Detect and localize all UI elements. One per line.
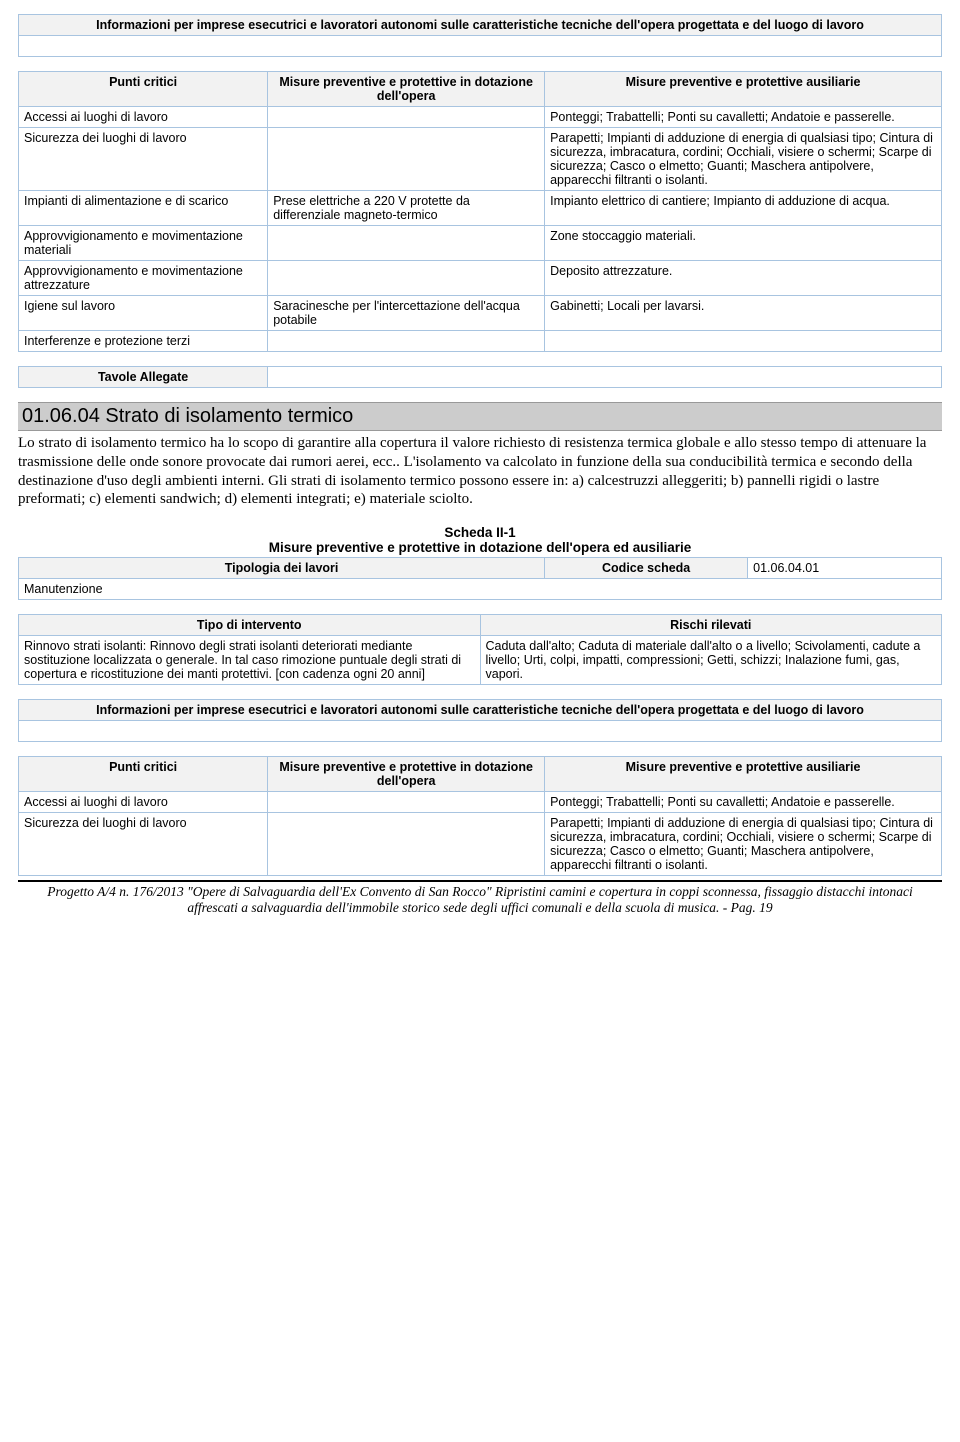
table-cell: Impianto elettrico di cantiere; Impianto…	[545, 191, 942, 226]
info-header-table-1: Informazioni per imprese esecutrici e la…	[18, 14, 942, 57]
intervento-table: Tipo di intervento Rischi rilevati Rinno…	[18, 614, 942, 685]
intervento-h1: Tipo di intervento	[19, 615, 481, 636]
punti2-h1: Punti critici	[19, 757, 268, 792]
info-header-text-2: Informazioni per imprese esecutrici e la…	[19, 700, 942, 721]
tavole-allegate-table: Tavole Allegate	[18, 366, 942, 388]
table-cell: Ponteggi; Trabattelli; Ponti su cavallet…	[545, 792, 942, 813]
table-cell: Ponteggi; Trabattelli; Ponti su cavallet…	[545, 107, 942, 128]
table-cell: Parapetti; Impianti di adduzione di ener…	[545, 813, 942, 876]
punti-critici-table-2: Punti critici Misure preventive e protet…	[18, 756, 942, 876]
punti-critici-table-1: Punti critici Misure preventive e protet…	[18, 71, 942, 352]
scheda-subtitle: Misure preventive e protettive in dotazi…	[18, 540, 942, 555]
scheda-table: Tipologia dei lavori Codice scheda 01.06…	[18, 557, 942, 600]
codice-value: 01.06.04.01	[748, 558, 942, 579]
table-cell	[268, 331, 545, 352]
punti-h1: Punti critici	[19, 72, 268, 107]
section-title: 01.06.04 Strato di isolamento termico	[18, 402, 942, 431]
table-cell	[268, 813, 545, 876]
table-cell: Deposito attrezzature.	[545, 261, 942, 296]
table-cell: Gabinetti; Locali per lavarsi.	[545, 296, 942, 331]
info-header-table-2: Informazioni per imprese esecutrici e la…	[18, 699, 942, 742]
table-cell	[268, 792, 545, 813]
table-cell	[268, 107, 545, 128]
table-cell: Impianti di alimentazione e di scarico	[19, 191, 268, 226]
tavole-value	[268, 367, 942, 388]
tipologia-header: Tipologia dei lavori	[19, 558, 545, 579]
table-cell: Accessi ai luoghi di lavoro	[19, 792, 268, 813]
section-body: Lo strato di isolamento termico ha lo sc…	[18, 434, 942, 509]
intervento-c1: Rinnovo strati isolanti: Rinnovo degli s…	[19, 636, 481, 685]
info-header-text: Informazioni per imprese esecutrici e la…	[19, 15, 942, 36]
info-header-empty-2	[19, 721, 942, 742]
page-footer: Progetto A/4 n. 176/2013 "Opere di Salva…	[18, 880, 942, 926]
tipologia-value: Manutenzione	[19, 579, 942, 600]
table-cell: Sicurezza dei luoghi di lavoro	[19, 128, 268, 191]
intervento-c2: Caduta dall'alto; Caduta di materiale da…	[480, 636, 942, 685]
table-cell: Approvvigionamento e movimentazione attr…	[19, 261, 268, 296]
punti-h2: Misure preventive e protettive in dotazi…	[268, 72, 545, 107]
table-cell	[268, 226, 545, 261]
table-cell	[545, 331, 942, 352]
info-header-empty	[19, 36, 942, 57]
table-cell: Zone stoccaggio materiali.	[545, 226, 942, 261]
table-cell: Saracinesche per l'intercettazione dell'…	[268, 296, 545, 331]
punti2-h2: Misure preventive e protettive in dotazi…	[268, 757, 545, 792]
table-cell	[268, 128, 545, 191]
tavole-label: Tavole Allegate	[19, 367, 268, 388]
scheda-title: Scheda II-1	[18, 525, 942, 540]
table-cell: Interferenze e protezione terzi	[19, 331, 268, 352]
table-cell: Parapetti; Impianti di adduzione di ener…	[545, 128, 942, 191]
table-cell: Sicurezza dei luoghi di lavoro	[19, 813, 268, 876]
table-cell: Igiene sul lavoro	[19, 296, 268, 331]
punti2-h3: Misure preventive e protettive ausiliari…	[545, 757, 942, 792]
table-cell: Approvvigionamento e movimentazione mate…	[19, 226, 268, 261]
intervento-h2: Rischi rilevati	[480, 615, 942, 636]
punti-h3: Misure preventive e protettive ausiliari…	[545, 72, 942, 107]
table-cell: Prese elettriche a 220 V protette da dif…	[268, 191, 545, 226]
codice-header: Codice scheda	[545, 558, 748, 579]
table-cell	[268, 261, 545, 296]
table-cell: Accessi ai luoghi di lavoro	[19, 107, 268, 128]
